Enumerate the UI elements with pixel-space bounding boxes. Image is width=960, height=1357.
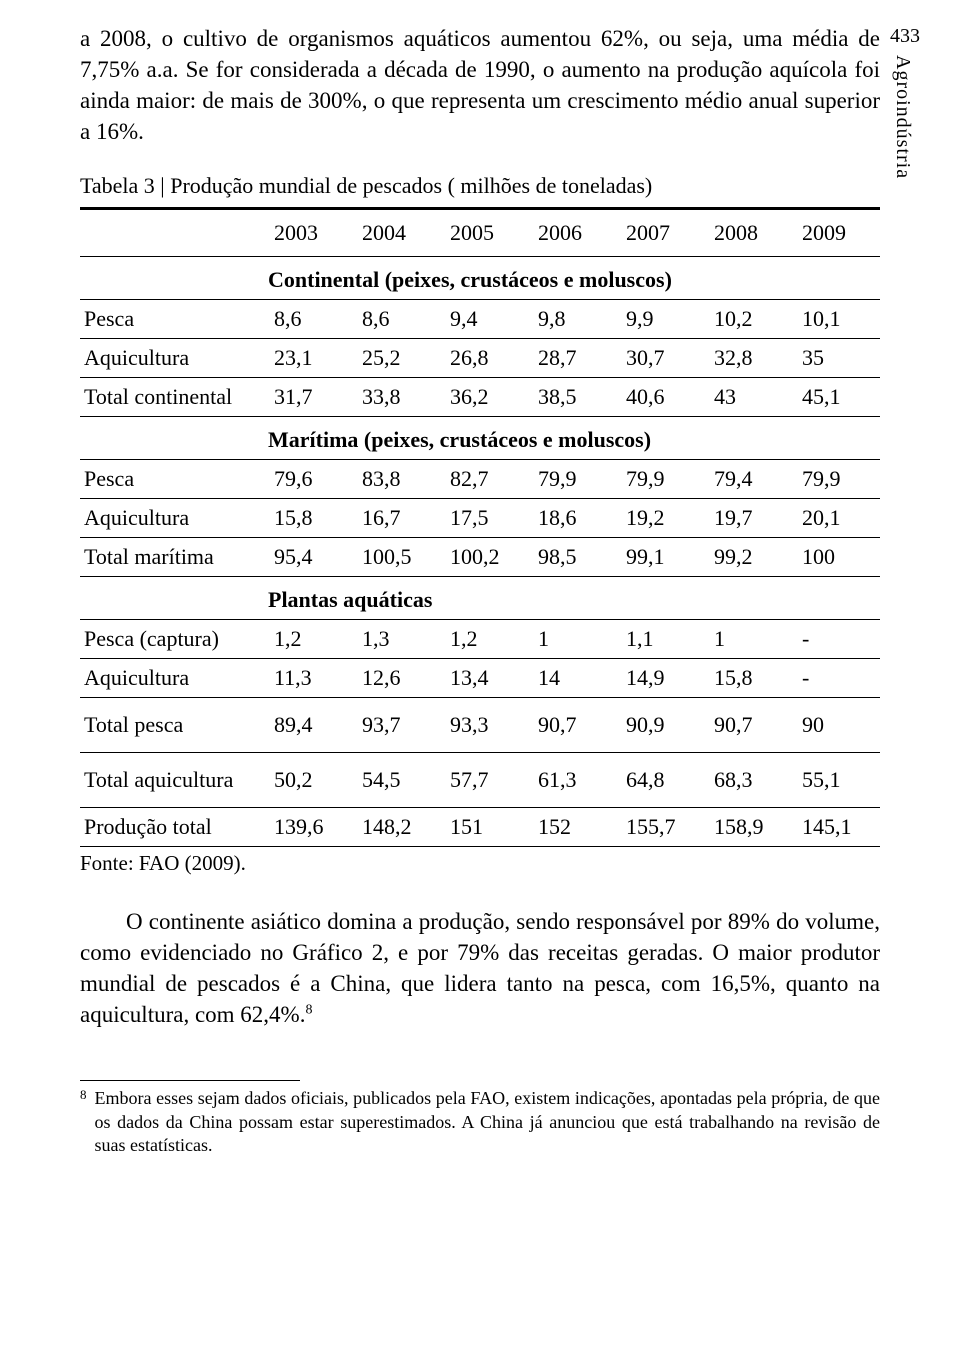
table-caption: Tabela 3 | Produção mundial de pescados … <box>80 173 880 199</box>
section-header: Marítima (peixes, crustáceos e moluscos) <box>80 417 880 460</box>
page-number: 433 <box>890 23 920 49</box>
year-col: 2006 <box>528 209 616 257</box>
body-paragraph: O continente asiático domina a produção,… <box>80 906 880 1030</box>
table-row: Total continental 31,7 33,8 36,2 38,5 40… <box>80 378 880 417</box>
table-row: Pesca (captura) 1,2 1,3 1,2 1 1,1 1 - <box>80 620 880 659</box>
footnote-rule <box>80 1080 300 1081</box>
table-row: Total aquicultura 50,2 54,5 57,7 61,3 64… <box>80 753 880 808</box>
table-row: Aquicultura 23,1 25,2 26,8 28,7 30,7 32,… <box>80 339 880 378</box>
footnote-number: 8 <box>80 1087 87 1157</box>
year-col: 2007 <box>616 209 704 257</box>
footnote-text: Embora esses sejam dados oficiais, publi… <box>95 1087 881 1157</box>
year-col: 2008 <box>704 209 792 257</box>
table-row: Aquicultura 15,8 16,7 17,5 18,6 19,2 19,… <box>80 499 880 538</box>
footnote-ref: 8 <box>305 1003 312 1018</box>
side-label: 433 Agroindústria <box>890 23 920 186</box>
table-source: Fonte: FAO (2009). <box>80 851 880 876</box>
table-header-row: 2003 2004 2005 2006 2007 2008 2009 <box>80 209 880 257</box>
table-row: Aquicultura 11,3 12,6 13,4 14 14,9 15,8 … <box>80 659 880 698</box>
intro-paragraph: a 2008, o cultivo de organismos aquático… <box>80 23 880 147</box>
section-name: Agroindústria <box>890 55 916 179</box>
production-table: 2003 2004 2005 2006 2007 2008 2009 Conti… <box>80 207 880 847</box>
footnote: 8 Embora esses sejam dados oficiais, pub… <box>80 1087 880 1157</box>
year-col: 2009 <box>792 209 880 257</box>
section-header: Continental (peixes, crustáceos e molusc… <box>80 257 880 300</box>
table-row: Pesca 8,6 8,6 9,4 9,8 9,9 10,2 10,1 <box>80 300 880 339</box>
table-row: Pesca 79,6 83,8 82,7 79,9 79,9 79,4 79,9 <box>80 460 880 499</box>
table-row: Produção total 139,6 148,2 151 152 155,7… <box>80 808 880 847</box>
table-row: Total pesca 89,4 93,7 93,3 90,7 90,9 90,… <box>80 698 880 753</box>
body-text: O continente asiático domina a produção,… <box>80 909 880 1027</box>
year-col: 2004 <box>352 209 440 257</box>
year-col: 2005 <box>440 209 528 257</box>
section-header: Plantas aquáticas <box>80 577 880 620</box>
year-col: 2003 <box>264 209 352 257</box>
table-row: Total marítima 95,4 100,5 100,2 98,5 99,… <box>80 538 880 577</box>
